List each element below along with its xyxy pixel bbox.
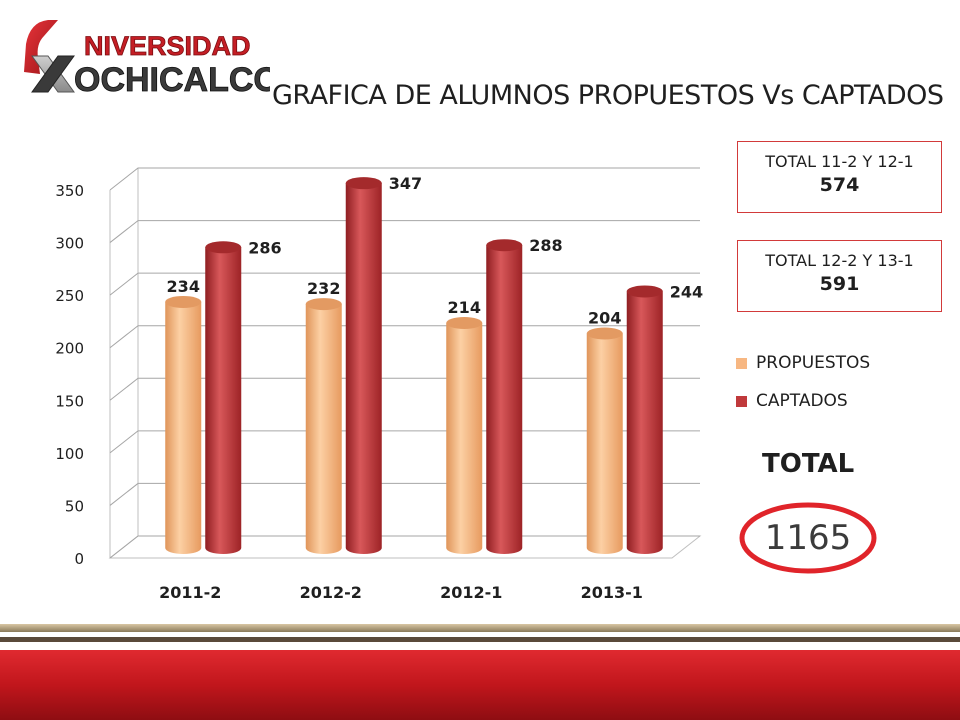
x-tick-label: 2012-2 [300, 583, 362, 602]
grand-total-value: 1165 [764, 518, 852, 558]
y-tick-label: 150 [55, 392, 84, 410]
page-title: GRAFICA DE ALUMNOS PROPUESTOS Vs CAPTADO… [272, 80, 944, 111]
y-tick-label: 300 [55, 235, 84, 253]
logo-line1: NIVERSIDAD [84, 31, 251, 61]
grand-total-label: TOTAL [762, 449, 855, 479]
bar [345, 183, 382, 554]
data-labels: 234 286 232 347 214 288 204 244 [167, 174, 704, 327]
logo-swoosh-icon [24, 20, 58, 74]
total-box-1: TOTAL 11-2 Y 12-1 574 [737, 141, 942, 213]
data-label: 288 [529, 236, 562, 255]
bar-cap [205, 241, 242, 254]
bar [446, 322, 483, 554]
data-label: 347 [389, 174, 422, 193]
legend-label-captados: CAPTADOS [756, 391, 848, 411]
total-box-1-label: TOTAL 11-2 Y 12-1 [765, 152, 914, 171]
footer-band [0, 624, 960, 720]
bar-cap [305, 298, 342, 311]
y-axis: 0 50 100 150 200 250 300 350 [55, 182, 84, 568]
legend-item-captados: CAPTADOS [736, 382, 870, 420]
y-tick-label: 200 [55, 340, 84, 358]
x-tick-label: 2011-2 [159, 583, 221, 602]
x-tick-label: 2012-1 [440, 583, 502, 602]
bar [305, 304, 342, 554]
bar-cap [486, 239, 523, 252]
bar-cap [586, 327, 623, 340]
data-label: 234 [167, 277, 200, 296]
legend: PROPUESTOS CAPTADOS [736, 344, 870, 420]
y-tick-label: 0 [74, 550, 84, 568]
data-label: 286 [248, 238, 281, 257]
x-axis: 2011-2 2012-2 2012-1 2013-1 [159, 583, 643, 602]
bar-cap [345, 177, 382, 190]
bar [205, 247, 242, 554]
legend-swatch-captados [736, 395, 747, 407]
bars [165, 177, 663, 554]
x-tick-label: 2013-1 [581, 583, 643, 602]
grand-total: 1165 [738, 502, 878, 574]
total-box-2-label: TOTAL 12-2 Y 13-1 [765, 251, 914, 270]
data-label: 204 [588, 309, 621, 328]
legend-label-propuestos: PROPUESTOS [756, 353, 871, 373]
gridline [109, 220, 700, 243]
y-tick-label: 50 [65, 497, 84, 515]
data-label: 214 [448, 298, 481, 317]
bar [586, 333, 623, 554]
bar-cap [446, 316, 483, 329]
total-box-2-value: 591 [819, 273, 860, 295]
total-circle-icon [739, 502, 877, 574]
bar-chart: 0 50 100 150 200 250 300 350 234 286 232 347 214 288… [55, 167, 704, 602]
total-box-1-value: 574 [819, 174, 860, 196]
y-tick-label: 250 [55, 287, 84, 305]
bar [486, 245, 523, 554]
total-box-2: TOTAL 12-2 Y 13-1 591 [737, 240, 942, 312]
logo-line2: OCHICALCO [74, 61, 270, 99]
y-tick-label: 100 [55, 445, 84, 463]
gridline [109, 167, 700, 191]
bar [626, 291, 663, 554]
bar [165, 301, 202, 554]
legend-item-propuestos: PROPUESTOS [736, 344, 870, 382]
logo: NIVERSIDAD OCHICALCO [24, 20, 270, 99]
y-tick-label: 350 [55, 182, 84, 200]
legend-swatch-propuestos [736, 357, 747, 369]
bar-cap [626, 285, 663, 298]
data-label: 244 [670, 282, 703, 301]
bar-cap [165, 295, 202, 308]
data-label: 232 [307, 279, 340, 298]
